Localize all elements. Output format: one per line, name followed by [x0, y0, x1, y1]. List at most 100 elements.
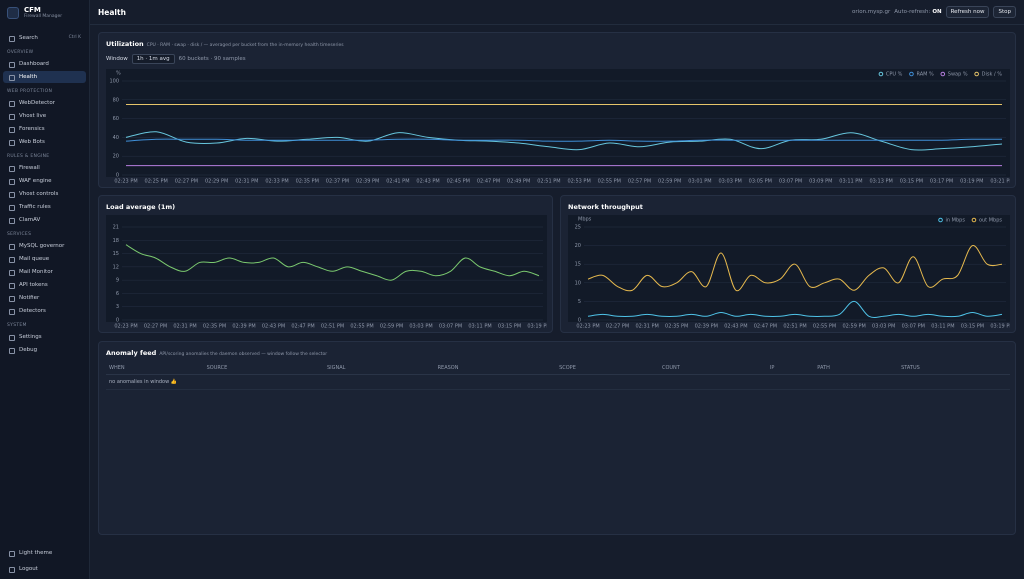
- nav-item[interactable]: API tokens: [3, 279, 86, 291]
- legend-swatch: [974, 71, 979, 77]
- nav-item[interactable]: WAF engine: [3, 175, 86, 187]
- title: Anomaly feed: [106, 349, 157, 357]
- x-tick-label: 02:29 PM: [205, 179, 228, 185]
- brand-sub: Firewall Manager: [24, 14, 63, 19]
- x-tick-label: 02:45 PM: [447, 179, 470, 185]
- y-tick-label: 25: [575, 225, 581, 231]
- y-tick-label: 12: [113, 264, 119, 270]
- nav-item[interactable]: Vhost live: [3, 110, 86, 122]
- x-tick-label: 02:43 PM: [724, 324, 747, 330]
- series-line: [125, 138, 1003, 142]
- nav-item[interactable]: Detectors: [3, 305, 86, 317]
- title: Utilization: [106, 40, 144, 48]
- utilization-chart: % 0 20 40 60 80 100 02:23 PM 02:25 PM 02:27 PM 02:…: [106, 69, 1010, 185]
- x-tick-label: 02:31 PM: [173, 324, 196, 330]
- nav-item[interactable]: WebDetector: [3, 97, 86, 109]
- nav-item[interactable]: Notifier: [3, 292, 86, 304]
- x-tick-label: 02:41 PM: [386, 179, 409, 185]
- x-tick-label: 03:03 PM: [409, 324, 432, 330]
- legend-label: Swap %: [948, 72, 968, 78]
- subtitle: CPU · RAM · swap · disk / — averaged per…: [146, 43, 344, 48]
- y-tick-label: 10: [575, 280, 581, 286]
- x-tick-label: 03:17 PM: [930, 179, 953, 185]
- nav-item[interactable]: Web Bots: [3, 136, 86, 148]
- stop-button[interactable]: Stop: [993, 6, 1016, 18]
- nav-item[interactable]: Health: [3, 71, 86, 83]
- x-tick-label: 02:23 PM: [576, 324, 599, 330]
- legend-swatch: [940, 71, 946, 77]
- anomaly-card: Anomaly feed API/scoring anomalies the da…: [98, 341, 1016, 535]
- nav-item[interactable]: Mail Monitor: [3, 266, 86, 278]
- x-tick-label: 02:47 PM: [754, 324, 777, 330]
- x-tick-label: 03:03 PM: [872, 324, 895, 330]
- y-tick-label: 0: [116, 173, 119, 179]
- column-header: IP: [766, 362, 815, 375]
- nav-item[interactable]: Logout: [3, 563, 86, 575]
- card-title: Network throughput: [568, 203, 643, 211]
- x-tick-label: 03:19 PM: [960, 179, 983, 185]
- x-tick-label: 03:01 PM: [688, 179, 711, 185]
- column-header: SCOPE: [556, 362, 659, 375]
- empty-row: no anomalies in window 👍: [106, 374, 1010, 390]
- y-tick-label: 20: [113, 154, 119, 160]
- column-header: REASON: [434, 362, 557, 375]
- x-tick-label: 02:35 PM: [203, 324, 226, 330]
- nav-section: WEB PROTECTION: [7, 89, 53, 94]
- x-tick-label: 03:11 PM: [931, 324, 954, 330]
- x-tick-label: 02:35 PM: [665, 324, 688, 330]
- column-header: SIGNAL: [323, 362, 435, 375]
- x-tick-label: 03:19 PM: [990, 324, 1010, 330]
- y-axis-label: Mbps: [578, 217, 592, 223]
- x-tick-label: 03:19 PM: [527, 324, 547, 330]
- x-tick-label: 02:27 PM: [606, 324, 629, 330]
- nav-item[interactable]: ClamAV: [3, 214, 86, 226]
- brand-name: CFM: [24, 6, 41, 14]
- nav-item[interactable]: Dashboard: [3, 58, 86, 70]
- nav-section: SYSTEM: [7, 323, 27, 328]
- network-chart: Mbps 0 5 10 15 20 25 02:23 PM 02:27 PM 02:31 PM 02…: [568, 215, 1010, 330]
- nav-item[interactable]: MySQL governor: [3, 240, 86, 252]
- x-tick-label: 02:59 PM: [842, 324, 865, 330]
- sidebar-footer: Light theme Logout: [0, 546, 89, 579]
- x-tick-label: 02:23 PM: [114, 179, 137, 185]
- search[interactable]: Search Ctrl K: [3, 32, 86, 43]
- legend-label: out Mbps: [979, 218, 1002, 224]
- x-tick-label: 02:55 PM: [813, 324, 836, 330]
- page-title: Health: [98, 7, 126, 17]
- column-header: SOURCE: [203, 362, 324, 375]
- x-tick-label: 02:53 PM: [567, 179, 590, 185]
- nav-item[interactable]: Forensics: [3, 123, 86, 135]
- y-tick-label: 20: [575, 243, 581, 249]
- nav-item[interactable]: Traffic rules: [3, 201, 86, 213]
- nav-item[interactable]: Vhost controls: [3, 188, 86, 200]
- x-tick-label: 02:59 PM: [380, 324, 403, 330]
- series-line: [587, 245, 1003, 292]
- nav-item[interactable]: Light theme: [3, 547, 86, 559]
- legend-label: CPU %: [886, 72, 903, 78]
- x-tick-label: 02:31 PM: [635, 324, 658, 330]
- window-select[interactable]: 1h · 1m avg: [131, 54, 175, 64]
- y-tick-label: 60: [113, 116, 119, 122]
- search-key: Ctrl K: [68, 35, 81, 40]
- load-chart: 0 3 6 9 12 15 18 21 02:23 PM 02:27 PM 02:31 PM 02:3…: [106, 215, 547, 330]
- x-tick-label: 02:23 PM: [114, 324, 137, 330]
- search-label[interactable]: Search: [3, 32, 86, 44]
- x-tick-label: 02:35 PM: [296, 179, 319, 185]
- x-tick-label: 02:51 PM: [783, 324, 806, 330]
- series-line: [587, 300, 1003, 318]
- subtitle: API/scoring anomalies the daemon observe…: [159, 352, 328, 357]
- nav-item[interactable]: Settings: [3, 331, 86, 343]
- header-row: WHEN SOURCE SIGNAL REASON SCOPE COUNT IP PATH ST…: [106, 362, 1010, 375]
- y-tick-label: 15: [113, 251, 119, 257]
- refresh-button[interactable]: Refresh now: [945, 6, 990, 18]
- nav-section: SERVICES: [7, 232, 32, 237]
- nav-item[interactable]: Firewall: [3, 162, 86, 174]
- card-title: Anomaly feed API/scoring anomalies the da…: [106, 349, 327, 357]
- nav-item[interactable]: Mail queue: [3, 253, 86, 265]
- y-tick-label: 0: [578, 318, 581, 324]
- x-tick-label: 03:13 PM: [870, 179, 893, 185]
- y-tick-label: 100: [109, 79, 119, 85]
- nav-item[interactable]: Debug: [3, 344, 86, 356]
- network-card: Network throughput Mbps 0 5 10 15 20 25 02:23 P…: [560, 195, 1016, 333]
- legend-label: RAM %: [916, 72, 934, 78]
